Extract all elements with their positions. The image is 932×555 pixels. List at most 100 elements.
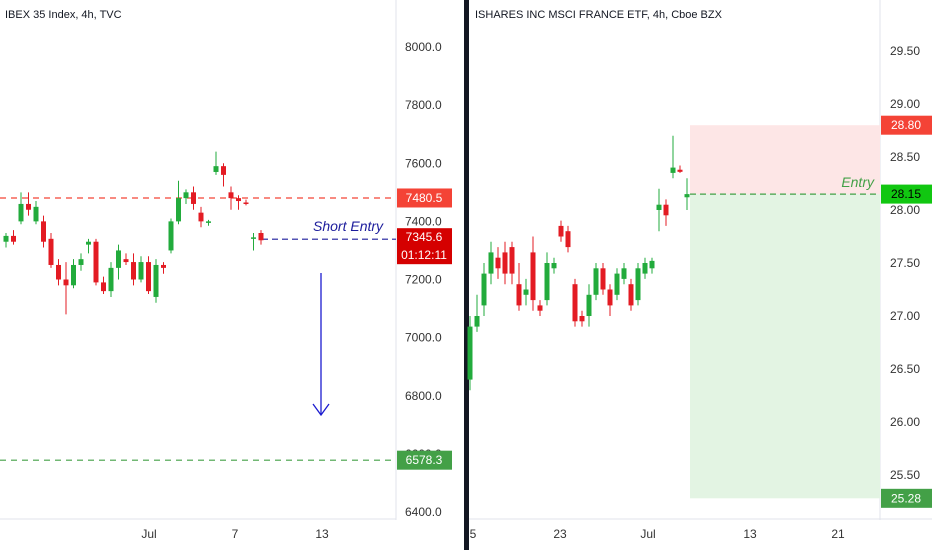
candle: [4, 233, 9, 248]
candle: [64, 262, 69, 314]
candle: [510, 242, 515, 284]
reward-zone[interactable]: [690, 194, 880, 498]
right-stop-badge: 28.80: [881, 116, 932, 135]
left-pane[interactable]: IBEX 35 Index, 4h, TVC 8000.0 7800.0 7600.…: [0, 0, 452, 541]
left-y-tick-label: 7400.0: [405, 214, 442, 228]
candle: [601, 263, 606, 295]
right-y-tick-label: 28.50: [890, 150, 920, 164]
candle: [214, 152, 219, 175]
candle: [678, 165, 683, 172]
candle: [26, 192, 31, 215]
svg-text:7480.5: 7480.5: [406, 191, 443, 205]
left-y-tick-label: 8000.0: [405, 40, 442, 54]
right-y-tick-label: 26.50: [890, 362, 920, 376]
candle: [524, 279, 529, 306]
left-y-tick-label: 6400.0: [405, 505, 442, 519]
right-pane[interactable]: Entry ISHARES INC MSCI FRANCE ETF, 4h, C…: [468, 0, 932, 541]
pane-divider[interactable]: [464, 0, 469, 550]
left-x-tick-label: Jul: [141, 527, 156, 541]
right-y-tick-label: 25.50: [890, 468, 920, 482]
right-y-tick-label: 29.50: [890, 44, 920, 58]
candle: [176, 181, 181, 225]
candle: [56, 259, 61, 285]
svg-text:7345.6: 7345.6: [406, 230, 443, 244]
candle: [629, 279, 634, 311]
left-y-tick-label: 7800.0: [405, 98, 442, 112]
candle: [622, 263, 627, 284]
candle: [244, 200, 249, 206]
candle: [559, 221, 564, 242]
candle: [531, 237, 536, 311]
candle: [116, 245, 121, 280]
candle: [19, 192, 24, 224]
candle: [587, 284, 592, 326]
candle: [636, 263, 641, 305]
candle: [229, 187, 234, 210]
left-y-tick-label: 7000.0: [405, 331, 442, 345]
left-y-tick-label: 6800.0: [405, 389, 442, 403]
candle: [79, 253, 84, 270]
left-target-badge: 6578.3: [397, 451, 452, 470]
candle: [552, 258, 557, 274]
candle: [475, 295, 480, 332]
candle: [191, 187, 196, 210]
right-y-tick-label: 27.00: [890, 309, 920, 323]
candle: [251, 233, 256, 250]
candle: [643, 258, 648, 279]
candle: [184, 189, 189, 204]
right-y-axis[interactable]: 29.5029.0028.5028.0027.5027.0026.5026.00…: [890, 44, 920, 482]
candle: [139, 256, 144, 282]
candle: [594, 263, 599, 300]
candle: [545, 252, 550, 305]
right-entry-badge: 28.15: [881, 185, 932, 204]
short-entry-label: Short Entry: [313, 218, 384, 234]
candle: [199, 207, 204, 227]
candle: [608, 284, 613, 316]
right-x-tick-label: 23: [553, 527, 567, 541]
left-y-axis[interactable]: 8000.07800.07600.07400.07200.07000.06800…: [405, 40, 442, 519]
right-y-tick-label: 28.00: [890, 203, 920, 217]
right-target-badge: 25.28: [881, 489, 932, 508]
svg-text:25.28: 25.28: [891, 491, 921, 505]
svg-text:28.80: 28.80: [891, 118, 921, 132]
candle: [482, 263, 487, 316]
candle: [71, 259, 76, 288]
candle: [489, 242, 494, 284]
right-x-tick-label: Jul: [640, 527, 655, 541]
right-y-tick-label: 27.50: [890, 256, 920, 270]
left-y-tick-label: 7600.0: [405, 156, 442, 170]
candle: [146, 256, 151, 294]
left-candles: [4, 152, 264, 315]
candle: [657, 189, 662, 231]
candle: [11, 230, 16, 245]
candle: [566, 226, 571, 253]
right-x-tick-label: 13: [743, 527, 757, 541]
candle: [503, 242, 508, 284]
candle: [34, 201, 39, 224]
candle: [41, 216, 46, 248]
right-y-tick-label: 26.00: [890, 415, 920, 429]
candle: [664, 199, 669, 226]
candle: [124, 253, 129, 265]
left-chart-title: IBEX 35 Index, 4h, TVC: [5, 9, 122, 21]
candle: [206, 220, 211, 226]
candle: [671, 136, 676, 178]
candle: [650, 258, 655, 274]
entry-label: Entry: [841, 174, 875, 190]
candle: [109, 262, 114, 297]
candle: [259, 230, 264, 245]
candle: [615, 268, 620, 300]
right-x-tick-label: 5: [470, 527, 477, 541]
right-chart-title: ISHARES INC MSCI FRANCE ETF, 4h, Cboe BZ…: [475, 9, 723, 21]
candle: [94, 239, 99, 286]
candle: [517, 263, 522, 311]
candle: [131, 253, 136, 285]
candle: [538, 300, 543, 316]
candle: [221, 163, 226, 186]
candle: [101, 277, 106, 294]
svg-text:28.15: 28.15: [891, 187, 921, 201]
